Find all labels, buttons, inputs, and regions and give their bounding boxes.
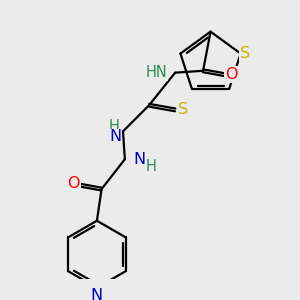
Text: N: N xyxy=(134,152,146,167)
Text: O: O xyxy=(68,176,80,191)
Text: HN: HN xyxy=(146,65,168,80)
Text: N: N xyxy=(91,288,103,300)
Text: O: O xyxy=(225,67,237,82)
Text: S: S xyxy=(240,46,250,61)
Text: S: S xyxy=(178,102,188,117)
Text: H: H xyxy=(108,119,119,134)
Text: N: N xyxy=(110,129,122,144)
Text: H: H xyxy=(146,159,156,174)
